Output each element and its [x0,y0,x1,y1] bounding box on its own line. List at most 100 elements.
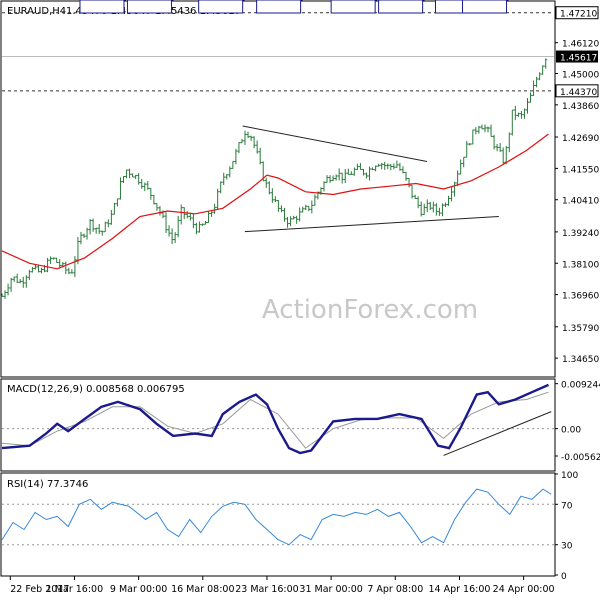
annotation-1.39380: 1.39380 [256,0,303,14]
price-bar [91,218,95,232]
price-bar [219,181,223,194]
price-bar [79,231,83,245]
price-bar [73,256,77,278]
price-bar [289,216,293,227]
macd-tick-label-1: 0.00 [561,426,581,436]
level-label-1: 1.44370 [560,88,597,98]
price-bar [313,194,317,206]
current-price-box [556,50,598,63]
price-bar [298,207,302,222]
price-bar [85,227,89,240]
price-bar [352,167,356,176]
price-bar [179,204,183,225]
price-bar [340,172,344,184]
price-bar [33,264,37,270]
price-bar [0,293,4,297]
price-bar [310,200,314,214]
price-bar [282,207,286,222]
price-bar [109,209,113,225]
time-tick-label-6: 7 Apr 08:00 [367,584,423,595]
price-bar [36,265,40,273]
price-bar [477,125,481,134]
price-bar [204,220,208,225]
level-box-0 [555,6,599,20]
time-tick-label-1: 1 Mar 16:00 [46,584,103,595]
price-tick-label-9: 1.36960 [562,292,599,302]
price-bar [428,201,432,211]
price-bar [12,276,16,282]
price-bar [459,159,463,175]
rsi-lines: 100 70 30 0 [1,471,578,582]
price-tick-label-3: 1.43860 [562,102,599,112]
annotation-box [256,0,302,14]
price-bar [213,203,217,214]
price-bar [456,170,460,187]
price-bar [131,173,135,178]
annotation-1.39800: 1.39800 [378,0,425,14]
price-bar [355,163,359,171]
price-bar [27,269,31,281]
price-tick-label-6: 1.40410 [562,197,599,207]
price-bar [94,227,98,234]
price-bar [67,267,71,275]
price-bar [486,126,490,133]
price-bar [419,201,423,217]
level-box-1 [555,84,599,98]
price-bar [255,140,259,154]
rsi-tick-label-1: 70 [561,501,573,511]
annotation-box [198,0,244,14]
price-bar [200,223,204,226]
price-bar [3,290,7,299]
price-bar [437,207,441,216]
price-bar [416,196,420,209]
price-bar [88,219,92,235]
price-annotations: 1.43090 1.41830 1.38720 1.39380 1.42150 1.398… [79,0,509,14]
price-bar [498,142,502,152]
annotation-label: 1.42150 [334,0,373,3]
price-bar [328,175,332,183]
price-bar [106,219,110,228]
price-bar [425,199,429,213]
price-bar [125,169,129,179]
price-bar [532,80,536,96]
price-bar [273,196,277,203]
annotation-1.41830: 1.41830 [79,0,126,14]
price-bar [322,181,326,192]
annotation-label: 1.43090 [201,0,240,3]
price-bar [304,204,308,211]
price-bar [431,201,435,213]
price-bar [522,108,526,119]
level-label-0: 1.47210 [560,10,597,20]
price-bar [167,225,171,237]
rsi-tick-label-3: 0 [561,572,567,582]
price-bar [97,223,101,235]
price-bar [410,184,414,199]
price-bar [483,124,487,133]
price-bar [18,278,22,284]
price-bar [103,221,107,233]
price-bar [422,203,426,215]
price-bar [343,168,347,184]
price-bar [15,273,19,284]
price-bar [82,233,86,238]
annotation-label: 1.41830 [82,0,121,3]
macd-lines: 0.009244 0.00 -0.005623 [1,381,600,463]
price-bar [276,199,280,212]
price-bar [152,194,156,205]
price-bar [6,283,10,296]
price-bar [383,161,387,170]
price-bar [207,211,211,223]
price-bar [134,174,138,180]
watermark: ActionForex.com [262,295,478,325]
price-bar [395,160,399,168]
price-bar [413,194,417,199]
price-bar [194,222,198,235]
price-bar [346,168,350,175]
price-bar [292,215,296,220]
price-bar [401,166,405,174]
price-bar [407,178,411,188]
price-bar [246,131,250,139]
price-bar [164,211,168,234]
annotation-box [378,0,424,14]
annotation-label: 1.43340 [438,0,477,3]
